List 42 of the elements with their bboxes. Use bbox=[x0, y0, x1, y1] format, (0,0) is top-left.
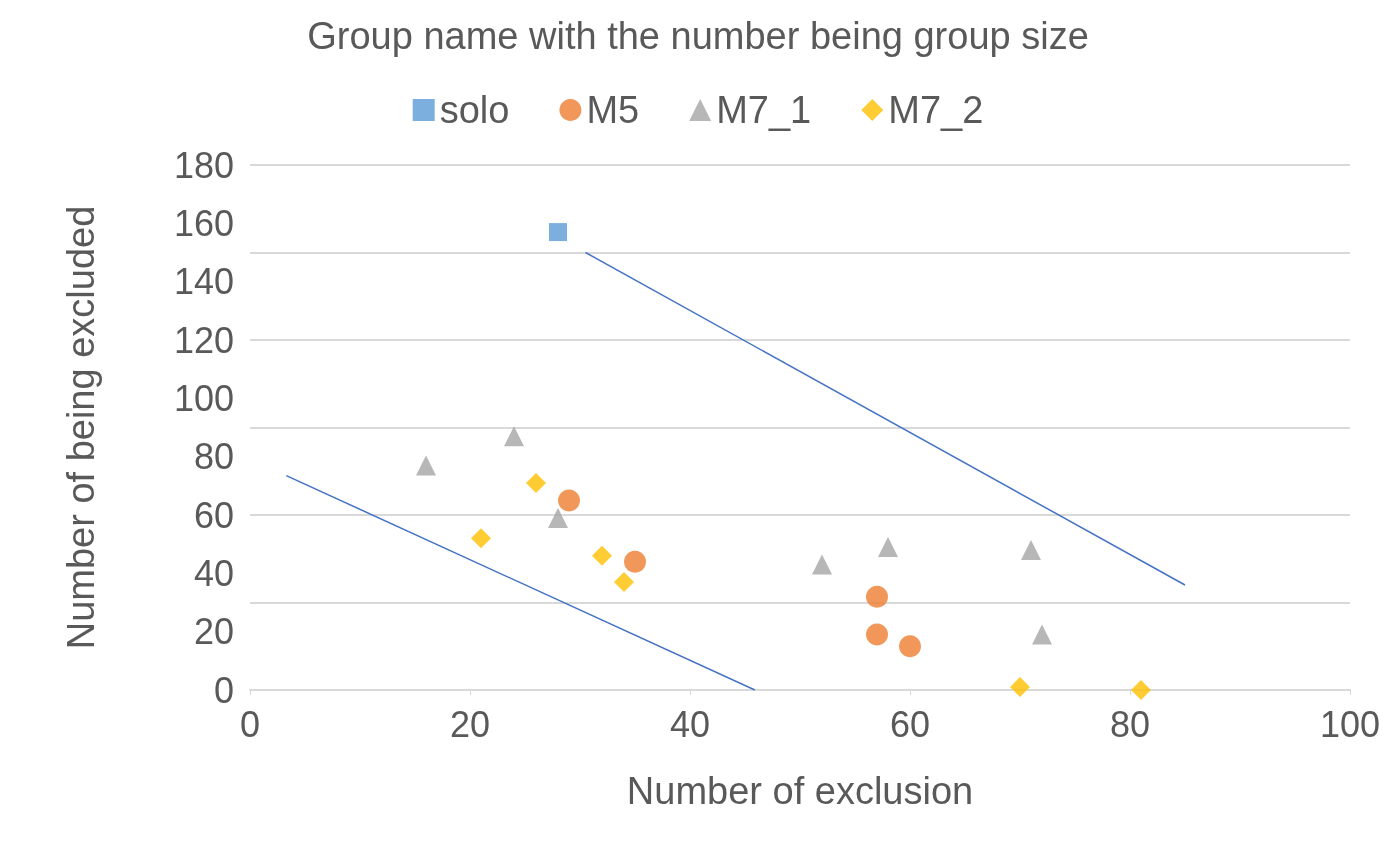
y-tick-label: 140 bbox=[173, 261, 234, 303]
point bbox=[878, 537, 898, 558]
chart-title: Group name with the number being group size bbox=[307, 15, 1089, 57]
point bbox=[1021, 540, 1041, 560]
point bbox=[614, 572, 634, 593]
x-tick-label: 0 bbox=[239, 703, 261, 745]
y-axis-title: Number of being excluded bbox=[60, 205, 102, 650]
point bbox=[549, 223, 567, 242]
point bbox=[624, 550, 646, 573]
point bbox=[1131, 680, 1151, 700]
point bbox=[592, 545, 612, 566]
point bbox=[812, 554, 832, 575]
legend-label: M7_2 bbox=[888, 89, 984, 131]
x-tick-label: 60 bbox=[889, 703, 931, 745]
y-tick-label: 20 bbox=[193, 611, 234, 653]
y-tick-label: 120 bbox=[173, 319, 234, 361]
y-tick-label: 40 bbox=[193, 552, 234, 594]
x-tick-label: 100 bbox=[1319, 703, 1381, 745]
x-tick-label: 20 bbox=[449, 703, 491, 745]
y-tick-label: 180 bbox=[173, 144, 234, 186]
point bbox=[526, 472, 546, 493]
point bbox=[899, 635, 921, 658]
y-tick-label: 60 bbox=[193, 494, 234, 536]
y-tick-label: 160 bbox=[173, 202, 234, 244]
legend-label: solo bbox=[439, 89, 510, 131]
point bbox=[471, 528, 491, 549]
point bbox=[504, 426, 524, 447]
legend-label: M7_1 bbox=[716, 89, 812, 131]
y-tick-label: 0 bbox=[213, 669, 234, 711]
x-axis-title: Number of exclusion bbox=[626, 770, 974, 812]
point bbox=[548, 507, 568, 528]
x-tick-label: 80 bbox=[1109, 703, 1151, 745]
legend-label: M5 bbox=[586, 89, 640, 131]
point bbox=[1010, 677, 1030, 698]
y-tick-label: 100 bbox=[173, 377, 234, 419]
point bbox=[416, 455, 436, 476]
point bbox=[1032, 624, 1052, 645]
point bbox=[866, 623, 888, 646]
y-tick-label: 80 bbox=[193, 436, 234, 478]
x-tick-label: 40 bbox=[669, 703, 711, 745]
point bbox=[866, 585, 888, 608]
point bbox=[558, 489, 580, 512]
